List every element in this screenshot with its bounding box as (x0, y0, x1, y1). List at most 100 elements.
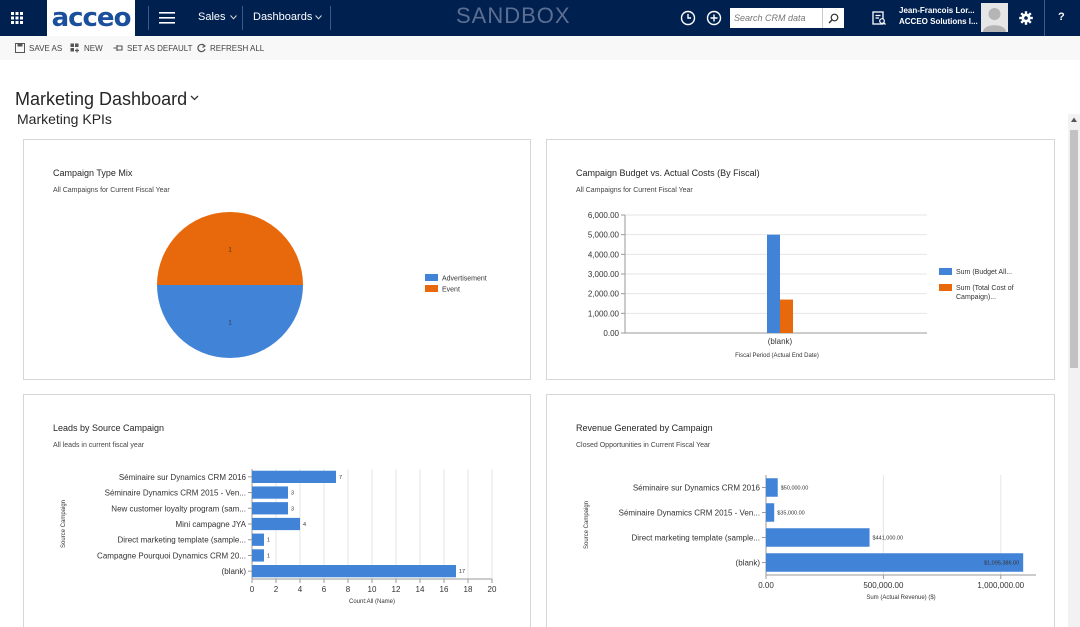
y-tick-label: New customer loyalty program (sam... (111, 504, 246, 513)
scroll-thumb[interactable] (1070, 130, 1078, 368)
x-tick-label: 20 (488, 585, 497, 594)
chart-title: Leads by Source Campaign (53, 423, 165, 433)
y-tick-label: Campagne Pourquoi Dynamics CRM 20... (97, 551, 246, 560)
y-axis-label: Source Campaign (584, 501, 590, 549)
nav-divider (242, 6, 243, 30)
help-button[interactable]: ? (1058, 11, 1065, 23)
y-tick-label: 2,000.00 (588, 290, 620, 299)
x-tick-label: 4 (298, 585, 303, 594)
section-title: Marketing KPIs (17, 111, 112, 127)
pie-slice (157, 212, 303, 285)
bar (252, 470, 336, 483)
data-label: 3 (291, 491, 294, 497)
y-tick-label: 1,000.00 (588, 309, 620, 318)
x-tick-label: 1,000,000.00 (977, 581, 1024, 590)
page-title[interactable]: Marketing Dashboard (15, 89, 188, 109)
pie-chart[interactable]: 1 1 Advertisement Event (24, 140, 532, 381)
legend-label: Sum (Budget All... (956, 269, 1012, 276)
chart-subtitle: All leads in current fiscal year (53, 442, 145, 449)
chevron-down-icon[interactable] (190, 95, 199, 101)
refresh-all-label: REFRESH ALL (210, 43, 265, 53)
x-tick-label: 8 (346, 585, 351, 594)
x-tick-label: 0.00 (758, 581, 774, 590)
bar (252, 565, 456, 578)
menu-icon[interactable] (158, 11, 176, 25)
chart-subtitle: All Campaigns for Current Fiscal Year (576, 187, 693, 194)
legend-label: Campaign)... (956, 294, 996, 301)
x-tick-label: 500,000.00 (863, 581, 904, 590)
nav-dashboards[interactable]: Dashboards (253, 11, 313, 23)
nav-divider (1044, 0, 1045, 36)
pin-icon (113, 45, 123, 51)
scroll-up-arrow-icon[interactable] (1071, 117, 1077, 122)
y-tick-label: Séminaire sur Dynamics CRM 2016 (119, 473, 247, 482)
pie-data-label: 1 (228, 248, 232, 254)
chevron-down-icon[interactable] (230, 15, 237, 20)
refresh-all-button[interactable]: REFRESH ALL (196, 43, 264, 53)
y-tick-label: Direct marketing template (sample... (632, 534, 761, 543)
user-info[interactable]: Jean-Francois Lor... ACCEO Solutions I..… (899, 5, 979, 27)
chart-panel-budget-vs-actual: Campaign Budget vs. Actual Costs (By Fis… (546, 139, 1055, 380)
chart-subtitle: All Campaigns for Current Fiscal Year (53, 187, 170, 194)
legend-swatch (425, 274, 438, 281)
advanced-find-icon[interactable] (870, 9, 888, 27)
recent-clock-icon[interactable] (679, 9, 697, 27)
new-dashboard-icon (70, 43, 79, 53)
x-tick-label: 6 (322, 585, 327, 594)
x-tick-label: (blank) (768, 337, 793, 346)
bar (252, 502, 288, 515)
y-tick-label: Séminaire Dynamics CRM 2015 - Ven... (619, 509, 760, 518)
chevron-down-icon[interactable] (315, 15, 322, 20)
avatar[interactable] (981, 3, 1008, 32)
create-plus-icon[interactable] (705, 9, 723, 27)
horizontal-bar-chart[interactable]: 0.00 500,000.00 1,000,000.00 Séminaire sur … (547, 395, 1056, 627)
bar (766, 478, 778, 497)
set-as-default-button[interactable]: SET AS DEFAULT (113, 43, 193, 53)
scrollbar[interactable] (1068, 114, 1080, 627)
data-label: $441,000.00 (873, 536, 904, 542)
chart-subtitle: Closed Opportunities in Current Fiscal Y… (576, 442, 711, 449)
waffle-icon (11, 12, 23, 24)
save-as-button[interactable]: SAVE AS (15, 43, 62, 53)
pie-data-label: 1 (228, 321, 232, 327)
legend-swatch (939, 268, 952, 275)
y-tick-label: Séminaire Dynamics CRM 2015 - Ven... (105, 489, 246, 498)
chart-panel-leads-by-source: Leads by Source Campaign All leads in cu… (23, 394, 531, 627)
user-organization: ACCEO Solutions I... (899, 17, 978, 26)
app-launcher-button[interactable] (0, 0, 34, 36)
new-button[interactable]: NEW (70, 43, 103, 53)
logo-text: acceo (51, 3, 132, 33)
nav-divider (330, 6, 331, 30)
search-input[interactable] (730, 8, 822, 28)
y-tick-label: (blank) (736, 559, 761, 568)
bar (766, 553, 1024, 572)
data-label: 1 (267, 553, 270, 559)
company-logo[interactable]: acceo (47, 0, 135, 36)
search-button[interactable] (822, 8, 844, 28)
chart-panel-campaign-type-mix: Campaign Type Mix All Campaigns for Curr… (23, 139, 531, 380)
user-name: Jean-Francois Lor... (899, 6, 975, 15)
bar (252, 517, 300, 531)
y-tick-label: 4,000.00 (588, 250, 620, 259)
legend-swatch (425, 285, 438, 292)
legend-label: Advertisement (442, 276, 487, 283)
x-tick-label: 14 (416, 585, 425, 594)
legend-label: Event (442, 287, 460, 294)
y-tick-label: 0.00 (603, 329, 619, 338)
save-icon (15, 43, 25, 53)
gear-icon[interactable] (1017, 9, 1035, 27)
nav-sales[interactable]: Sales (198, 11, 226, 23)
x-tick-label: 10 (368, 585, 377, 594)
search-box (730, 8, 844, 28)
x-axis-label: Fiscal Period (Actual End Date) (735, 353, 819, 359)
data-label: $1,095,386.00 (984, 561, 1019, 567)
y-tick-label: Mini campagne JYA (175, 520, 246, 529)
data-label: 3 (291, 506, 294, 512)
pie-slice (157, 285, 303, 358)
command-bar: SAVE AS NEW SET AS DEFAULT REFRESH ALL (0, 36, 1080, 60)
search-icon (828, 13, 839, 23)
chart-title: Campaign Type Mix (53, 168, 133, 178)
bar-chart[interactable]: 0.00 1,000.00 2,000.00 3,000.00 4,000.00 5,00… (547, 140, 1056, 381)
data-label: 4 (303, 522, 306, 528)
